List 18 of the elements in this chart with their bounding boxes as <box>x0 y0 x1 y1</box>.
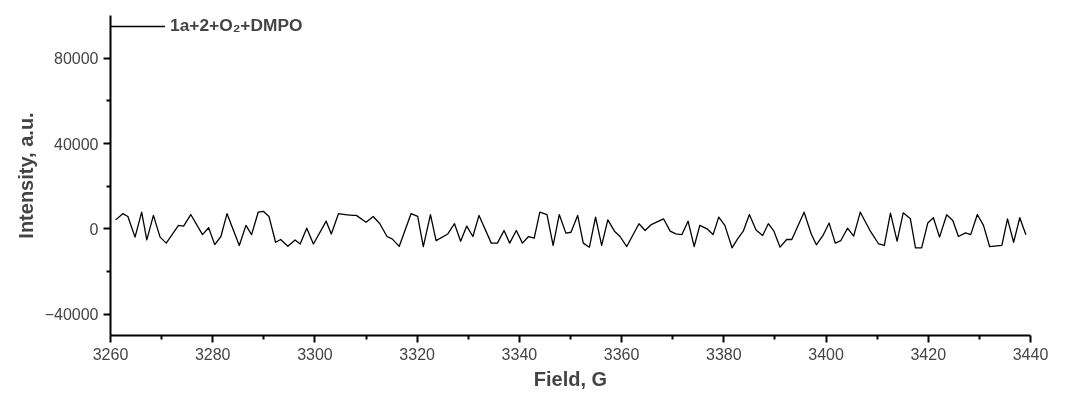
x-tick-label: 3400 <box>808 345 844 363</box>
x-tick-label: 3260 <box>92 345 129 363</box>
x-tick-label: 3420 <box>910 345 947 363</box>
x-tick-label: 3380 <box>706 345 742 363</box>
x-tick-label: 3340 <box>501 345 538 363</box>
line-series <box>114 210 1027 249</box>
x-tick-label: 3320 <box>399 345 436 363</box>
x-tick-label: 3440 <box>1012 345 1049 363</box>
x-tick-label: 3300 <box>297 345 333 363</box>
y-tick-label: 80000 <box>54 50 99 68</box>
y-axis-title: Intensity, a.u. <box>14 112 37 239</box>
y-tick-label: 0 <box>89 220 99 238</box>
x-axis-title: Field, G <box>533 367 608 390</box>
x-tick-label: 3280 <box>194 345 231 363</box>
y-tick-label: 40000 <box>54 135 99 153</box>
legend-label: 1a+2+O₂+DMPO <box>170 15 303 36</box>
x-tick-label: 3360 <box>603 345 640 363</box>
y-tick-label: −40000 <box>44 306 99 324</box>
